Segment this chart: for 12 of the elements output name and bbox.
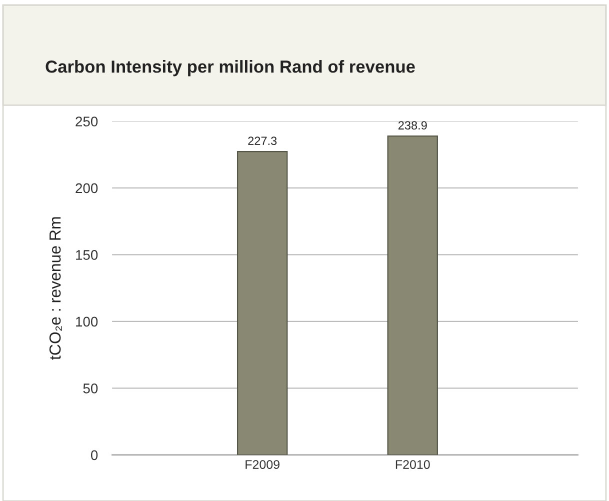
chart-title: Carbon Intensity per million Rand of revenue bbox=[46, 60, 415, 76]
y-tick-label: 50 bbox=[83, 384, 98, 394]
y-tick-label: 200 bbox=[76, 183, 98, 194]
y-axis-title: tCO₂e : revenue Rm bbox=[49, 217, 62, 360]
x-tick-label: F2009 bbox=[246, 460, 280, 469]
x-tick-label: F2010 bbox=[396, 460, 430, 469]
data-label: 227.3 bbox=[248, 136, 277, 146]
y-tick-label: 250 bbox=[76, 116, 98, 126]
y-tick-label: 0 bbox=[90, 450, 98, 460]
data-label: 238.9 bbox=[398, 121, 427, 130]
y-tick-label: 100 bbox=[76, 316, 98, 327]
y-tick-label: 150 bbox=[76, 250, 98, 260]
